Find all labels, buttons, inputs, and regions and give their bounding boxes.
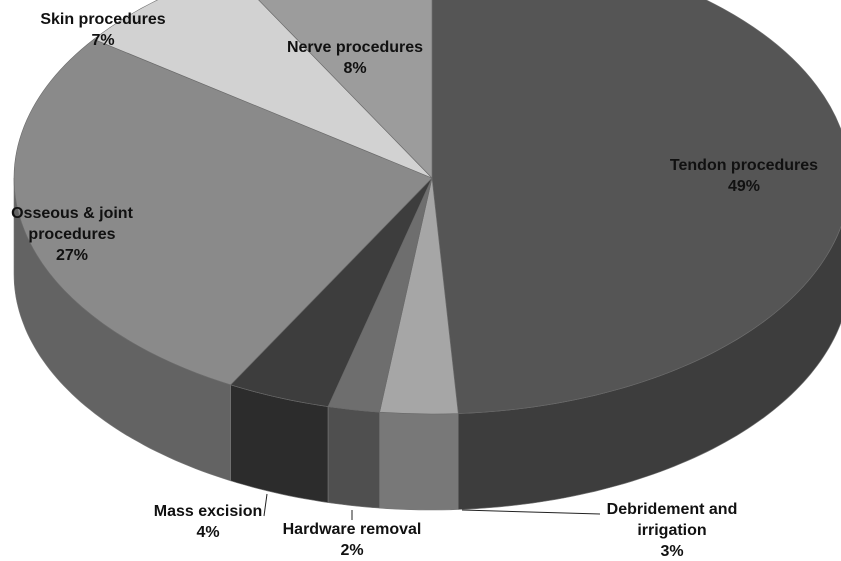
slice-label-nerve-procedures: Nerve procedures <box>287 39 423 56</box>
slice-pct-hardware-removal: 2% <box>340 542 363 559</box>
pie-slice-tendon-procedures <box>431 0 841 414</box>
leader-lines <box>263 493 601 520</box>
pie-top-faces <box>13 0 841 415</box>
pie-side-hardware-removal <box>327 406 380 509</box>
slice-pct-debridement-and: 3% <box>660 543 683 560</box>
pie-slice-nerve-procedures <box>258 0 433 179</box>
slice-pct-skin-procedures: 7% <box>91 32 114 49</box>
slice-label-debridement-and: irrigation <box>637 522 706 539</box>
pie-side-debridement-and <box>379 411 459 511</box>
slice-label-osseous-joint: procedures <box>28 226 115 243</box>
pie-sides <box>13 177 841 511</box>
leader-line-debridement-and <box>461 509 601 515</box>
slice-label-debridement-and: Debridement and <box>607 501 738 518</box>
slice-label-skin-procedures: Skin procedures <box>40 11 165 28</box>
slice-label-hardware-removal: Hardware removal <box>283 521 422 538</box>
pie-slice-skin-procedures <box>93 0 433 179</box>
slice-pct-mass-excision: 4% <box>196 524 219 541</box>
slice-pct-tendon-procedures: 49% <box>728 178 760 195</box>
slice-pct-nerve-procedures: 8% <box>343 60 366 77</box>
pie-slice-osseous-joint <box>13 38 433 386</box>
slice-label-mass-excision: Mass excision <box>154 503 263 520</box>
slice-labels: Tendon procedures 49% Debridement and irrig… <box>11 11 818 560</box>
slice-pct-osseous-joint: 27% <box>56 247 88 264</box>
leader-line-mass-excision <box>263 493 268 517</box>
slice-label-tendon-procedures: Tendon procedures <box>670 157 818 174</box>
slice-label-osseous-joint: Osseous & joint <box>11 205 133 222</box>
